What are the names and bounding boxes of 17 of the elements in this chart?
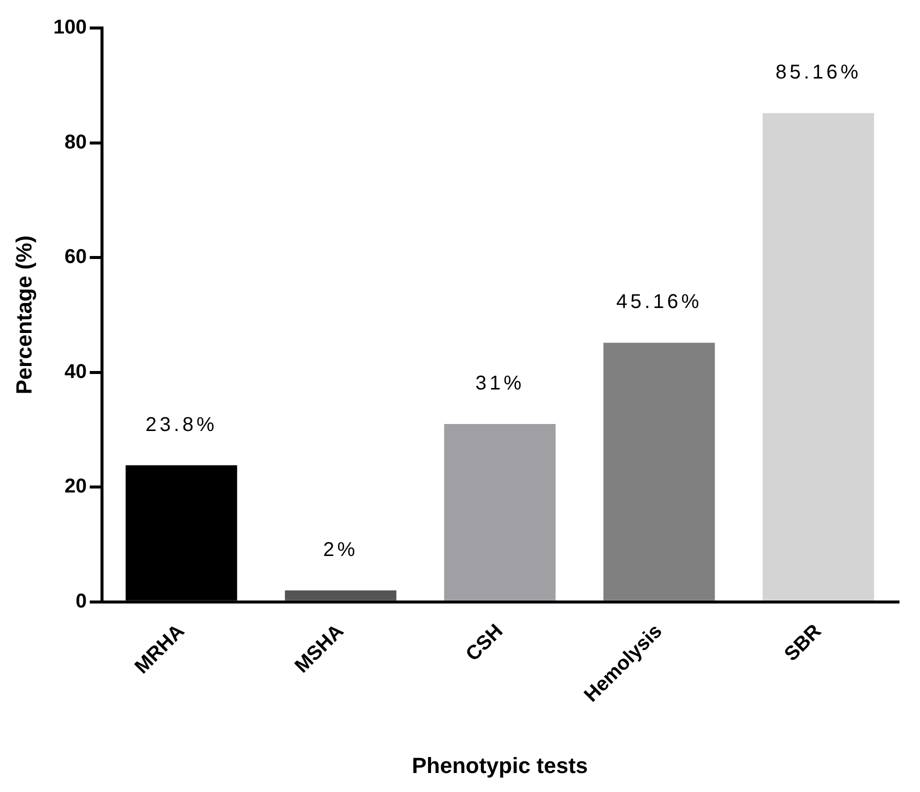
y-tick-label: 20 bbox=[64, 476, 87, 498]
y-tick-label: 80 bbox=[64, 131, 87, 154]
data-label: 23.8% bbox=[146, 414, 218, 436]
y-tick-label: 100 bbox=[53, 16, 87, 39]
data-label: 31% bbox=[475, 372, 524, 394]
bar bbox=[284, 590, 396, 600]
x-axis-title: Phenotypic tests bbox=[412, 752, 588, 778]
y-axis-title: Percentage (%) bbox=[11, 235, 36, 394]
data-label: 2% bbox=[323, 538, 358, 561]
data-label: 85.16% bbox=[775, 62, 862, 84]
data-label: 45.16% bbox=[616, 291, 702, 314]
bar bbox=[603, 342, 715, 600]
y-tick-label: 40 bbox=[64, 360, 87, 383]
y-tick-label: 0 bbox=[76, 590, 87, 612]
bar bbox=[444, 424, 556, 600]
bar bbox=[762, 113, 874, 600]
y-tick-label: 60 bbox=[64, 246, 87, 268]
